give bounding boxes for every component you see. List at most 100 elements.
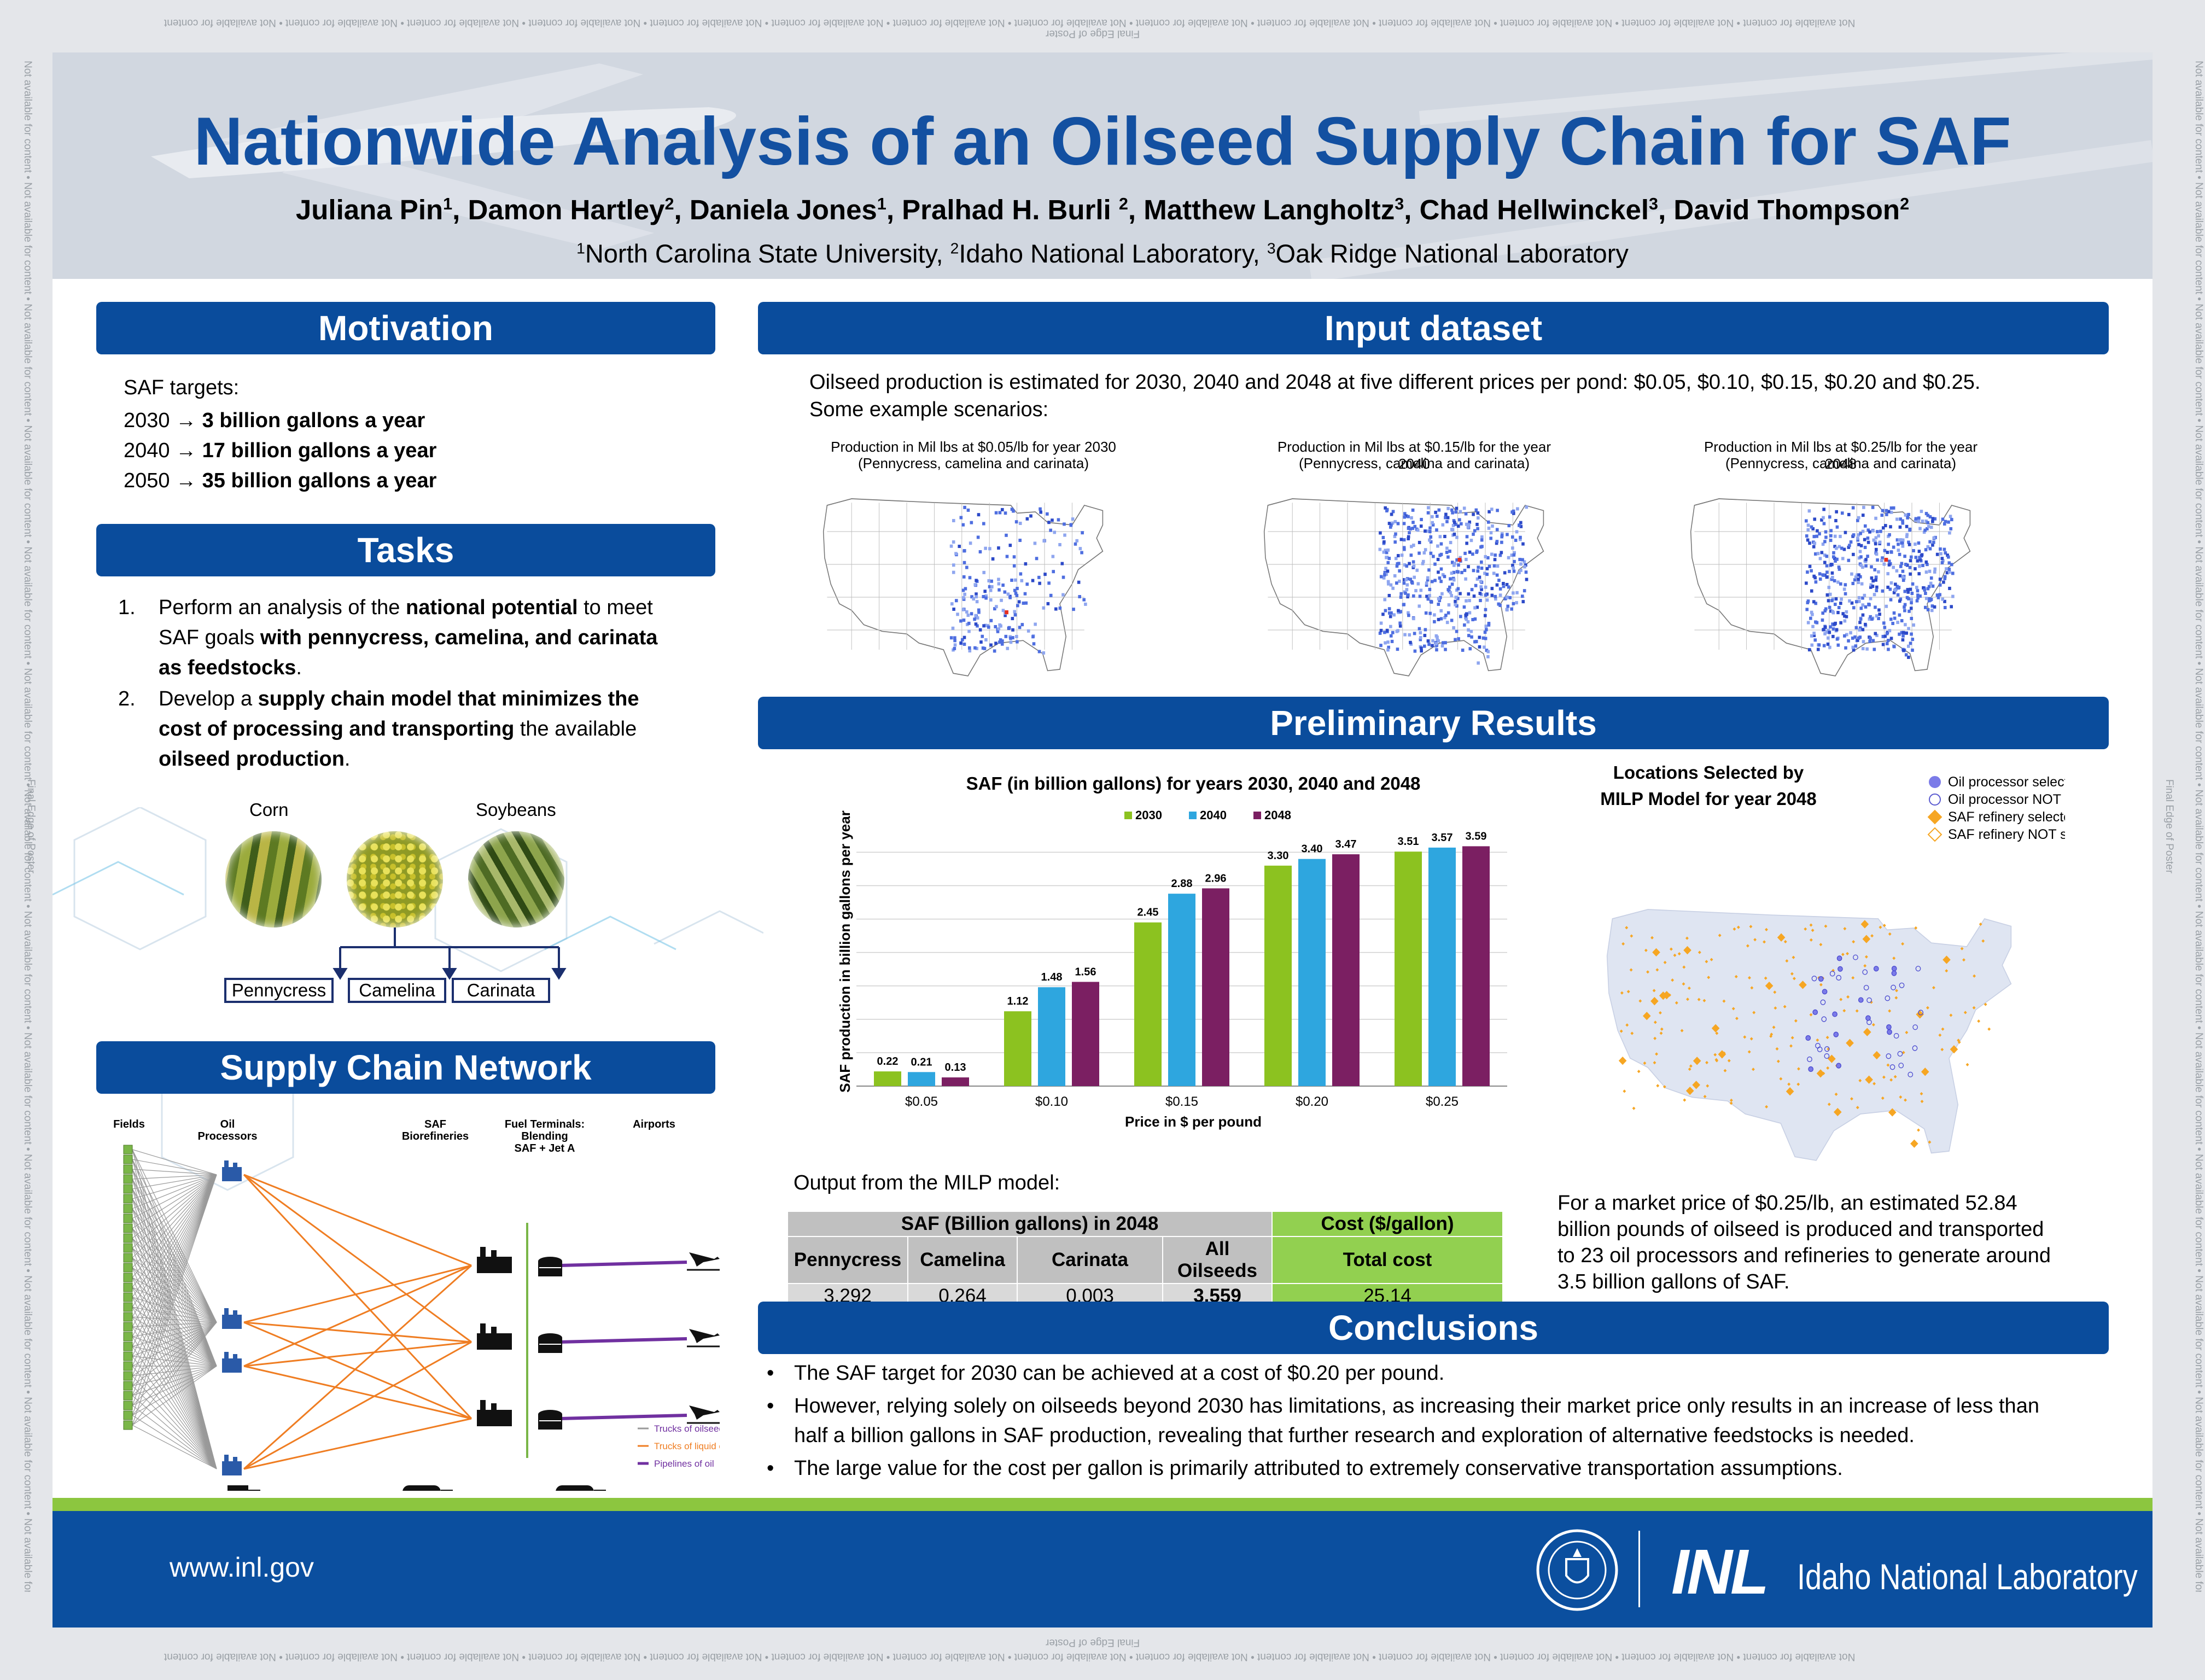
truck-route-line <box>132 1267 217 1367</box>
production-cell <box>1839 582 1842 586</box>
production-cell <box>997 578 1000 581</box>
liquid-oil-route <box>243 1341 472 1367</box>
data-label: 0.13 <box>945 1061 966 1074</box>
production-cell <box>1905 535 1909 539</box>
legend-label: 2040 <box>1200 808 1227 822</box>
production-cell <box>1379 628 1383 632</box>
production-cell <box>1465 557 1468 561</box>
production-cell <box>1010 508 1014 511</box>
x-tick-label: $0.20 <box>1296 1094 1328 1109</box>
production-cell <box>1854 644 1858 648</box>
production-cell <box>1519 538 1522 541</box>
liquid-oil-route <box>243 1264 472 1470</box>
website-link[interactable]: www.inl.gov <box>170 1552 314 1583</box>
production-cell <box>1824 607 1828 611</box>
refinery-marker <box>1655 1052 1658 1056</box>
tanker-truck-icon <box>402 1485 453 1491</box>
bar <box>908 1072 935 1086</box>
production-cell <box>989 598 993 602</box>
refinery-marker <box>1917 1128 1920 1132</box>
production-cell <box>1424 611 1428 615</box>
production-cell <box>1072 608 1075 611</box>
corn-photo <box>225 831 322 928</box>
refinery-marker <box>1775 1047 1779 1051</box>
production-cell <box>1440 592 1444 596</box>
production-cell <box>1922 586 1925 590</box>
bar <box>1168 894 1195 1086</box>
truck-route-line <box>132 1306 217 1367</box>
production-cell <box>1938 578 1942 581</box>
production-cell <box>1439 552 1443 556</box>
tanker-truck-icon <box>556 1485 606 1491</box>
truck-route-line <box>132 1174 217 1337</box>
legend-marker <box>1927 809 1942 825</box>
production-cell <box>1484 555 1488 558</box>
field-square <box>123 1145 133 1154</box>
production-cell <box>1903 590 1907 593</box>
production-cell <box>966 508 970 512</box>
production-cell <box>1402 522 1406 526</box>
production-cell <box>1892 506 1895 510</box>
production-cell <box>953 646 956 650</box>
production-cell <box>1856 638 1859 642</box>
refinery-marker <box>1652 989 1656 993</box>
truck-route-line <box>132 1174 217 1327</box>
production-cell <box>1805 534 1809 538</box>
production-cell <box>1923 528 1927 532</box>
field-square <box>123 1282 133 1292</box>
production-cell <box>1403 547 1406 551</box>
production-cell <box>1488 564 1491 568</box>
oil-processor-marker <box>1873 966 1879 972</box>
production-cell <box>1424 628 1427 632</box>
production-cell <box>1812 600 1816 604</box>
production-cell <box>1844 530 1847 534</box>
production-cell <box>1854 600 1858 604</box>
production-cell <box>1467 592 1471 596</box>
bar <box>942 1077 969 1086</box>
production-cell <box>1880 514 1884 517</box>
production-cell <box>1829 625 1832 629</box>
production-cell <box>1518 558 1521 562</box>
production-cell <box>950 602 954 606</box>
affiliation-name: Idaho National Laboratory, <box>959 239 1267 268</box>
production-cell <box>1492 571 1496 575</box>
production-cell <box>953 643 957 647</box>
refinery-marker <box>1683 1098 1687 1102</box>
truck-route-line <box>132 1174 217 1249</box>
production-cell <box>1852 552 1855 556</box>
production-cell <box>1948 586 1951 590</box>
production-cell <box>1391 510 1395 514</box>
production-cell <box>1408 562 1411 565</box>
refinery-marker <box>1833 1107 1842 1117</box>
production-cell <box>1859 606 1863 610</box>
production-cell <box>1423 634 1427 638</box>
production-cell <box>1444 614 1448 617</box>
production-cell <box>1949 527 1953 530</box>
camelina-photo <box>347 831 443 928</box>
refinery-marker <box>1920 1092 1923 1096</box>
production-cell <box>1512 591 1515 595</box>
production-cell <box>1878 612 1881 616</box>
oil-processor-marker <box>1833 1031 1839 1037</box>
summary-line: to 23 oil processors and refineries to g… <box>1558 1244 2051 1267</box>
production-cell <box>1420 646 1423 650</box>
production-cell <box>1381 612 1385 616</box>
production-cell <box>1886 550 1889 554</box>
refinery-marker <box>1697 998 1701 1001</box>
target-amount: 17 billion gallons a year <box>202 439 437 462</box>
production-cell <box>1452 578 1456 582</box>
supply-chain-diagram: Fields OilProcessorsSAFBiorefineriesFuel … <box>113 1118 720 1491</box>
production-cell <box>998 511 1002 515</box>
truck-route-line <box>132 1366 217 1416</box>
oil-processor-marker <box>1866 997 1872 1004</box>
refinery-marker <box>1770 1032 1774 1036</box>
production-cell <box>1828 631 1831 634</box>
production-cell <box>1463 551 1467 555</box>
production-cell <box>1010 578 1013 582</box>
task-line: cost of processing and transporting the … <box>159 714 657 744</box>
production-cell <box>1441 523 1445 527</box>
oil-processor-marker <box>1891 984 1896 990</box>
production-cell <box>1523 565 1526 569</box>
production-cell <box>1905 563 1909 567</box>
input-description: Oilseed production is estimated for 2030… <box>809 371 1981 394</box>
